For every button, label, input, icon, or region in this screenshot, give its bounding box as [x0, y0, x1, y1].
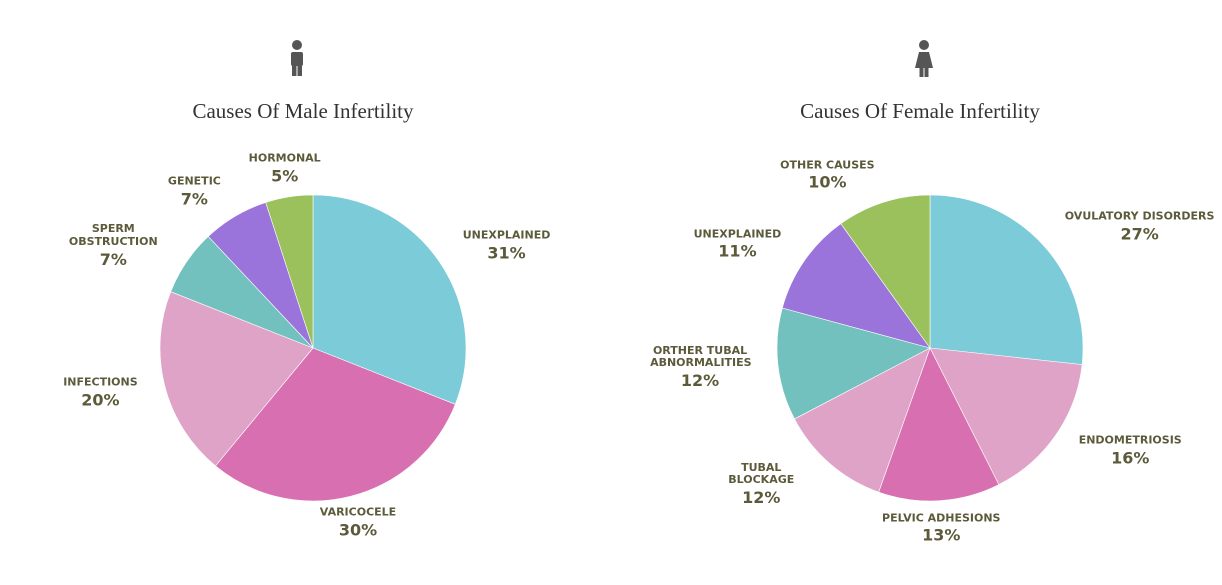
slice-label: VARICOCELE 30% [319, 505, 397, 540]
slice-label: OVULATORY DISORDERS 27% [1064, 209, 1215, 244]
slice-percent: 12% [680, 371, 720, 391]
slice-label: PELVIC ADHESIONS 13% [882, 511, 1001, 545]
slice-percent: 11% [718, 241, 757, 261]
slice-name: UNEXPLAINED [693, 227, 782, 241]
slice-percent: 10% [808, 172, 847, 192]
slice-percent: 13% [922, 525, 961, 545]
slice-percent: 12% [742, 488, 781, 508]
slice-percent: 31% [487, 243, 526, 263]
male-icon [291, 40, 303, 76]
pie-slice [929, 347, 1083, 486]
chart-title: Causes Of Male Infertility [192, 99, 414, 123]
slice-percent: 7% [99, 249, 127, 269]
pie-slice [878, 347, 1000, 502]
chart-title: Causes Of Female Infertility [800, 99, 1040, 123]
slice-label: UNEXPLAINED 11% [694, 228, 782, 261]
slice-name: OVULATORY DISORDERS [1064, 209, 1215, 223]
slice-label: INFECTIONS 20% [63, 376, 137, 409]
pie-slice [159, 291, 314, 467]
pie-slice [781, 223, 931, 349]
slice-name: OTHER CAUSES [780, 158, 875, 172]
slice-name: PELVIC ADHESIONS [882, 511, 1001, 525]
pie-slice [312, 194, 467, 405]
slice-name: SPERM OBSTRUCTION [68, 222, 158, 249]
slice-label: TUBAL BLOCKAGE 12% [711, 460, 811, 508]
slice-name: ORTHER TUBAL ABNORMALITIES [650, 343, 752, 370]
slice-label: GENETIC 7% [167, 174, 221, 209]
slice-label: UNEXPLAINED 31% [462, 228, 551, 263]
slice-name: UNEXPLAINED [462, 228, 551, 242]
slice-name: ENDOMETRIOSIS [1078, 433, 1182, 447]
slice-percent: 5% [271, 166, 299, 186]
slice-name: VARICOCELE [319, 505, 397, 519]
slice-label: OTHER CAUSES 10% [780, 159, 874, 192]
slice-percent: 20% [81, 390, 120, 410]
slice-label: ORTHER TUBAL ABNORMALITIES 12% [650, 343, 752, 391]
pie-slice [215, 347, 456, 502]
pie-slice [776, 307, 931, 420]
pie-slice [265, 194, 314, 349]
slice-name: INFECTIONS [63, 375, 138, 389]
slice-name: GENETIC [167, 174, 221, 188]
slice-label: ENDOMETRIOSIS 16% [1078, 433, 1182, 468]
slice-label: HORMONAL 5% [248, 151, 321, 186]
slice-percent: 7% [180, 189, 208, 209]
pie-slice [794, 347, 931, 493]
slice-percent: 30% [338, 520, 378, 540]
female-icon [915, 40, 933, 77]
slice-percent: 27% [1120, 224, 1159, 244]
pie-slice [840, 194, 931, 349]
slice-label: SPERM OBSTRUCTION 7% [63, 223, 163, 269]
slice-name: HORMONAL [248, 151, 321, 165]
slice-percent: 16% [1111, 448, 1150, 468]
slice-name: TUBAL BLOCKAGE [728, 460, 795, 487]
pie-slice [929, 194, 1084, 365]
